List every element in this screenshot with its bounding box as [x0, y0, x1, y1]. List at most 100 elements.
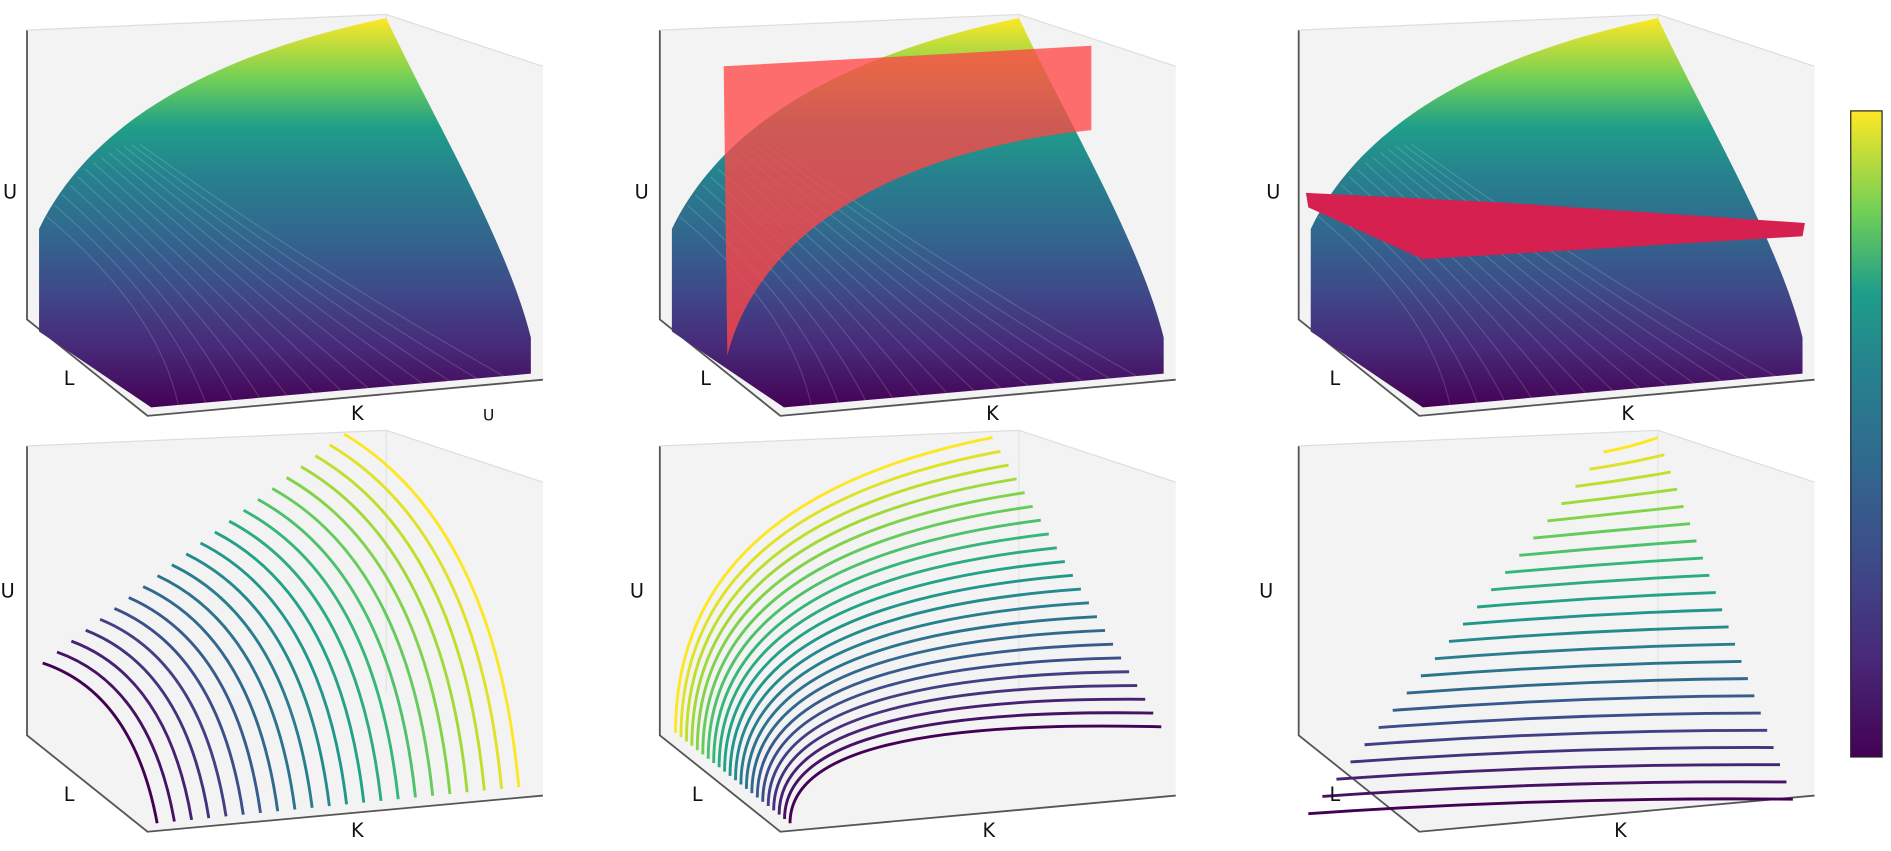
mesh-line: [69, 184, 261, 399]
l-label: L: [1329, 783, 1340, 806]
level-curve: [1322, 780, 1787, 798]
mesh-line: [123, 146, 450, 382]
level-curve: [788, 724, 1162, 824]
level-curve: [214, 530, 366, 803]
level-curve: [257, 498, 417, 798]
level-curve: [42, 661, 159, 824]
level-curve: [695, 491, 1025, 751]
level-curve: [750, 628, 1106, 794]
level-curve: [271, 487, 435, 796]
level-curve: [156, 574, 297, 810]
l-label: L: [64, 367, 75, 390]
mesh-line: [77, 176, 288, 396]
level-curve: [674, 436, 993, 733]
vertical-plane: [723, 45, 1092, 356]
level-curve: [142, 585, 280, 812]
axis-frame: [26, 30, 543, 417]
mesh-line: [1380, 152, 1668, 387]
level-curve: [1533, 522, 1691, 540]
u-label: U: [3, 180, 17, 203]
mesh-line: [1395, 146, 1722, 382]
axis-frame: [26, 445, 543, 833]
level-curve: [70, 639, 194, 821]
l-label: L: [64, 783, 75, 806]
level-curve: [755, 642, 1114, 798]
mesh-line: [1411, 143, 1776, 377]
k-label: K: [351, 819, 365, 842]
panel: [1297, 429, 1815, 833]
horizontal-plane: [1305, 192, 1805, 260]
l-label: L: [692, 783, 703, 806]
level-curve: [228, 519, 383, 802]
level-curve: [701, 505, 1033, 755]
level-curve: [766, 670, 1130, 807]
mesh-line: [1325, 204, 1478, 403]
level-curve: [739, 601, 1090, 785]
mesh-line: [679, 216, 812, 406]
u-label: U: [1266, 180, 1280, 203]
k-label: K: [986, 402, 1000, 425]
mesh-line: [1372, 156, 1641, 389]
colorbar: [1850, 110, 1883, 758]
level-curve: [85, 628, 211, 819]
panel: [658, 429, 1176, 833]
level-curve: [723, 560, 1065, 772]
level-curve: [171, 563, 314, 808]
level-curve: [1462, 608, 1723, 626]
surface: [39, 18, 531, 408]
level-curve: [1603, 436, 1659, 454]
level-curve: [1575, 470, 1671, 488]
level-curve: [56, 650, 176, 822]
mesh-line: [686, 204, 839, 403]
u-label: U: [630, 579, 644, 602]
level-curve: [128, 596, 262, 814]
level-curve: [343, 432, 521, 788]
level-curve: [1420, 659, 1742, 678]
level-curve: [728, 573, 1073, 776]
u-label: U: [1259, 579, 1273, 602]
level-curve: [679, 449, 1001, 738]
level-curve: [99, 617, 228, 817]
level-curve: [1378, 711, 1761, 729]
l-label: L: [1329, 367, 1340, 390]
level-curve: [777, 697, 1146, 815]
u-label: U: [635, 180, 649, 203]
mesh-line: [54, 204, 206, 403]
back-wall: [26, 430, 543, 832]
level-curve: [1505, 556, 1703, 574]
u-label: U: [1, 579, 15, 602]
level-curve: [242, 509, 400, 800]
level-curve: [113, 607, 245, 815]
level-curve: [744, 615, 1098, 789]
mesh-line: [1318, 216, 1451, 406]
level-curve: [1491, 573, 1710, 592]
level-curve: [1336, 763, 1781, 781]
mesh-line: [85, 168, 315, 394]
level-curve: [772, 684, 1138, 811]
level-curve: [1561, 487, 1678, 506]
mesh-line: [694, 194, 866, 401]
level-curve: [300, 465, 469, 793]
level-curve: [1589, 453, 1665, 471]
level-curve: [314, 454, 486, 791]
level-curve: [1476, 591, 1716, 609]
level-curve: [1434, 642, 1736, 661]
mesh-line: [1403, 144, 1749, 380]
panel: [26, 13, 544, 417]
level-curve: [1519, 539, 1697, 557]
axis-frame: [658, 30, 1176, 417]
level-curve: [1547, 504, 1684, 523]
mesh-line: [108, 152, 396, 387]
k-label: K: [351, 402, 365, 425]
level-curve: [717, 546, 1057, 768]
k-label: K: [1614, 819, 1628, 842]
k-label: K: [983, 819, 997, 842]
level-curve: [734, 587, 1082, 781]
level-curve: [690, 477, 1017, 746]
level-curve: [1308, 797, 1793, 816]
mesh-line: [131, 144, 477, 380]
level-curve: [1350, 746, 1774, 764]
level-curve: [761, 656, 1122, 802]
level-curve: [328, 443, 504, 789]
